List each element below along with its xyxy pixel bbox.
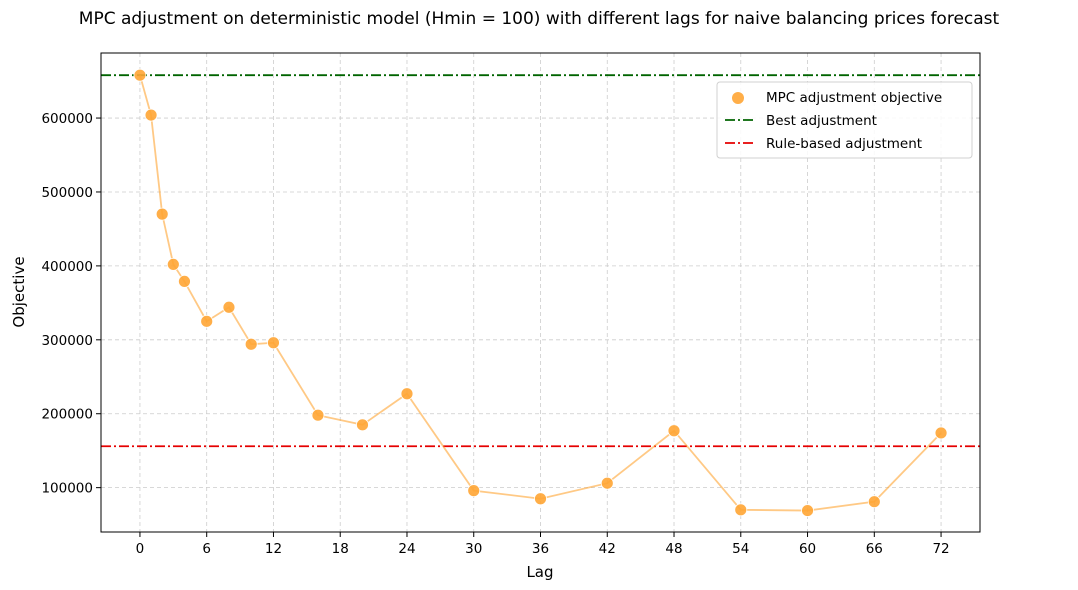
data-point <box>311 408 325 422</box>
data-point <box>400 387 414 401</box>
x-axis-label: Lag <box>526 563 553 581</box>
data-point <box>356 418 369 432</box>
x-tick-label: 42 <box>599 541 616 557</box>
data-point <box>144 108 158 122</box>
data-point <box>200 314 214 328</box>
y-tick-label: 200000 <box>41 407 93 423</box>
legend-label: MPC adjustment objective <box>766 90 942 106</box>
x-tick-label: 48 <box>665 541 682 557</box>
y-axis-label: Objective <box>10 256 28 327</box>
y-tick-label: 600000 <box>41 111 93 127</box>
legend: MPC adjustment objective Best adjustment R… <box>716 81 973 159</box>
legend-marker <box>732 92 744 104</box>
data-point <box>222 300 236 314</box>
x-tick-label: 66 <box>866 541 883 557</box>
reference-lines <box>101 74 980 448</box>
legend-box <box>716 81 973 159</box>
x-tick-label: 30 <box>465 541 482 557</box>
y-tick-label: 100000 <box>41 481 93 497</box>
chart-title: MPC adjustment on deterministic model (H… <box>79 9 1000 29</box>
x-tick-label: 54 <box>732 541 749 557</box>
x-tick-label: 24 <box>398 541 415 557</box>
y-axis-ticks: 100000 200000 300000 400000 500000 600000 <box>41 111 101 497</box>
x-axis-ticks: 0 6 12 18 24 30 36 42 48 54 60 66 72 <box>136 532 950 557</box>
data-point <box>667 424 681 438</box>
x-tick-label: 60 <box>799 541 816 557</box>
data-point <box>267 336 280 350</box>
data-point <box>534 492 547 506</box>
data-point <box>934 426 948 440</box>
data-points <box>133 68 948 517</box>
data-point <box>244 337 258 351</box>
data-point <box>867 495 881 509</box>
y-tick-label: 300000 <box>41 333 93 349</box>
data-point <box>600 476 614 490</box>
data-point <box>155 207 169 221</box>
x-tick-label: 18 <box>332 541 349 557</box>
data-point <box>178 275 191 288</box>
data-point <box>166 258 180 271</box>
data-point <box>801 504 814 517</box>
legend-label: Rule-based adjustment <box>766 136 922 152</box>
y-tick-label: 400000 <box>41 259 93 275</box>
data-point <box>133 68 147 82</box>
x-tick-label: 72 <box>932 541 949 557</box>
data-point <box>467 484 481 498</box>
x-tick-label: 12 <box>265 541 282 557</box>
y-tick-label: 500000 <box>41 185 93 201</box>
x-tick-label: 36 <box>532 541 549 557</box>
legend-label: Best adjustment <box>766 113 877 129</box>
data-point <box>734 503 748 517</box>
x-tick-label: 6 <box>202 541 211 557</box>
x-tick-label: 0 <box>136 541 145 557</box>
